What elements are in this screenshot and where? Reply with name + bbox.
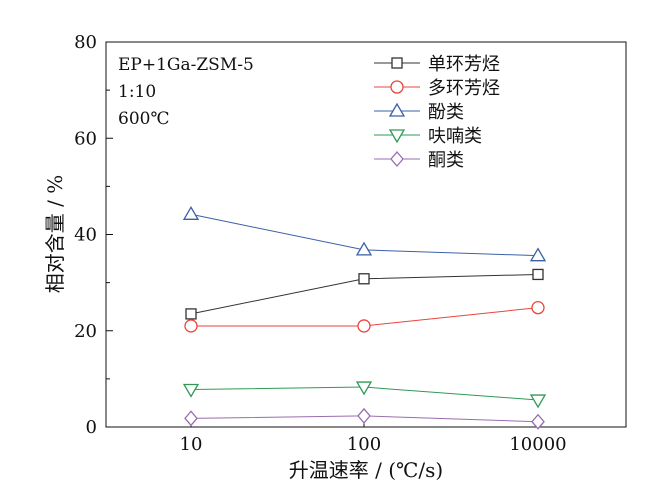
data-point [529, 394, 547, 409]
data-point [357, 319, 371, 333]
data-point [531, 413, 545, 430]
legend-marker [388, 129, 406, 144]
x-tick-label: 10000 [509, 434, 566, 455]
legend-entry: 酮类 [374, 150, 464, 171]
legend-label: 单环芳烃 [428, 54, 500, 75]
legend-entry: 多环芳烃 [374, 78, 500, 99]
y-tick-label: 60 [74, 128, 97, 149]
data-point [531, 300, 545, 315]
y-axis-label: 相对含量 / % [43, 175, 67, 293]
legend-marker [390, 151, 404, 167]
series-2 [182, 205, 547, 262]
data-point [184, 410, 198, 427]
annotation-temperature: 600℃ [118, 109, 169, 129]
y-tick-label: 40 [74, 225, 97, 246]
series-1 [184, 300, 545, 333]
series-4 [184, 407, 545, 430]
legend-entry: 单环芳烃 [374, 54, 500, 75]
legend-label: 酚类 [428, 102, 464, 123]
y-tick-label: 80 [74, 32, 97, 53]
data-point [355, 241, 373, 256]
data-point [184, 319, 198, 333]
plot-frame [105, 41, 627, 428]
x-tick-label: 100 [347, 434, 381, 455]
data-point [357, 407, 371, 424]
y-tick-label: 0 [86, 417, 97, 438]
legend-entry: 呋喃类 [374, 126, 482, 147]
data-point [182, 383, 200, 398]
data-point [529, 247, 547, 262]
series-layer [182, 205, 547, 430]
legend-marker [391, 57, 403, 69]
legend-marker [388, 102, 406, 117]
legend-label: 多环芳烃 [428, 78, 500, 99]
data-point [355, 381, 373, 396]
x-axis-label: 升温速率 / (℃/s) [289, 458, 443, 482]
data-point [532, 268, 544, 281]
series-3 [182, 381, 547, 409]
x-tick-label: 10 [180, 434, 203, 455]
data-point [185, 308, 197, 320]
legend-label: 呋喃类 [428, 126, 482, 147]
annotation-ratio: 1:10 [118, 82, 156, 102]
legend-entry: 酚类 [374, 102, 464, 123]
data-point [358, 273, 370, 285]
legend-label: 酮类 [428, 150, 464, 171]
legend-marker [390, 80, 404, 94]
series-0 [185, 268, 544, 320]
axes: 0 20 40 60 80 10 100 10000 [74, 32, 627, 455]
annotations: EP+1Ga-ZSM-5 1:10 600℃ [118, 55, 254, 129]
y-tick-label: 20 [74, 321, 97, 342]
annotation-sample: EP+1Ga-ZSM-5 [118, 55, 254, 75]
data-point [182, 205, 200, 220]
